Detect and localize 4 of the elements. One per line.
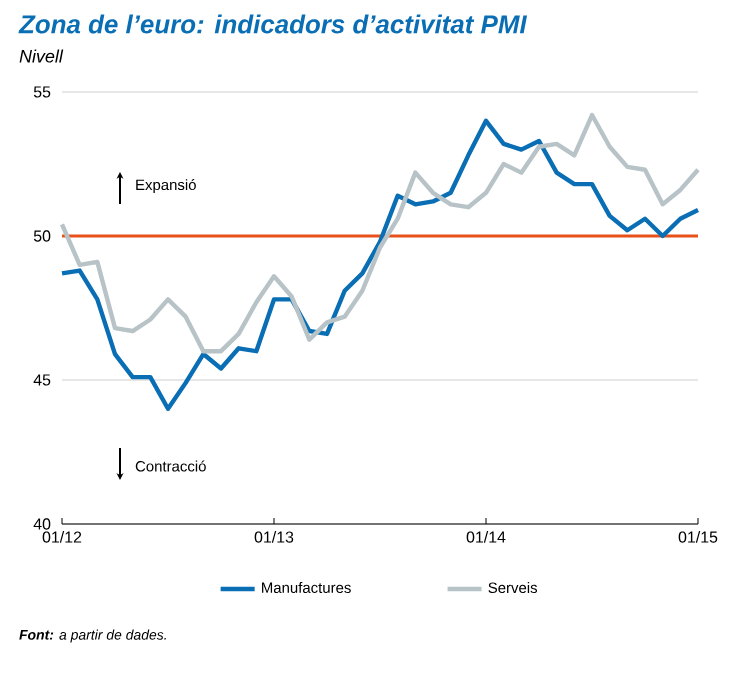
line-series — [59, 118, 701, 411]
chart-title: Zona de l’euro: indicadors d’activitat PMI — [18, 14, 528, 34]
line-series — [59, 112, 701, 354]
chart-subtitle: Nivell — [19, 49, 64, 63]
